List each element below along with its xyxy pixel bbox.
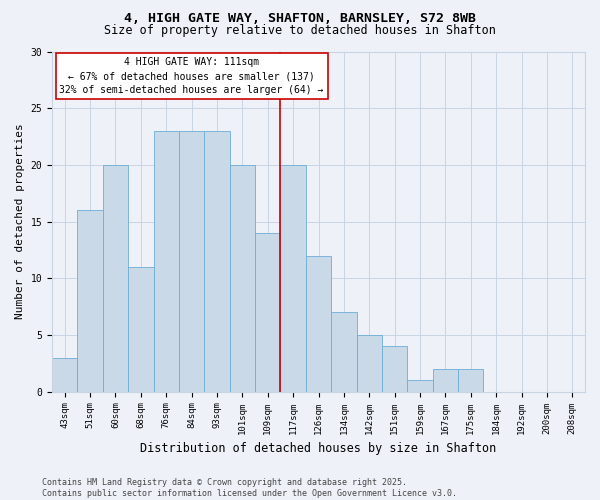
Bar — [77, 210, 103, 392]
X-axis label: Distribution of detached houses by size in Shafton: Distribution of detached houses by size … — [140, 442, 497, 455]
Bar — [407, 380, 433, 392]
Text: 4 HIGH GATE WAY: 111sqm
← 67% of detached houses are smaller (137)
32% of semi-d: 4 HIGH GATE WAY: 111sqm ← 67% of detache… — [59, 57, 324, 95]
Text: Contains HM Land Registry data © Crown copyright and database right 2025.
Contai: Contains HM Land Registry data © Crown c… — [42, 478, 457, 498]
Bar — [356, 335, 382, 392]
Bar — [433, 369, 458, 392]
Bar — [103, 165, 128, 392]
Text: Size of property relative to detached houses in Shafton: Size of property relative to detached ho… — [104, 24, 496, 37]
Bar — [280, 165, 306, 392]
Bar — [331, 312, 356, 392]
Bar — [255, 233, 280, 392]
Bar — [306, 256, 331, 392]
Bar — [382, 346, 407, 392]
Bar — [52, 358, 77, 392]
Bar — [230, 165, 255, 392]
Bar — [128, 267, 154, 392]
Bar — [458, 369, 484, 392]
Text: 4, HIGH GATE WAY, SHAFTON, BARNSLEY, S72 8WB: 4, HIGH GATE WAY, SHAFTON, BARNSLEY, S72… — [124, 12, 476, 26]
Bar — [179, 131, 205, 392]
Y-axis label: Number of detached properties: Number of detached properties — [15, 124, 25, 320]
Bar — [205, 131, 230, 392]
Bar — [154, 131, 179, 392]
